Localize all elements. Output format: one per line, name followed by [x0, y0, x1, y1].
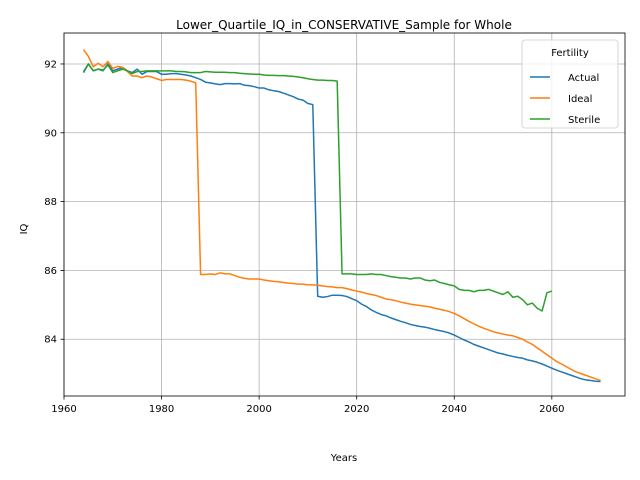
axis-ticks: 1960 1980 2000 2020 2040 2060 84 86 88 90 92 — [44, 59, 564, 415]
x-tick-label: 2060 — [539, 404, 564, 415]
y-tick-label: 86 — [44, 266, 57, 277]
x-axis-title: Years — [330, 453, 357, 464]
chart-title: Lower_Quartile_IQ_in_CONSERVATIVE_Sample… — [176, 18, 512, 32]
legend-label-sterile: Sterile — [568, 115, 600, 126]
series-line-actual — [82, 63, 601, 383]
legend: Fertility Actual Ideal Sterile — [521, 39, 619, 129]
x-tick-label: 2020 — [344, 404, 369, 415]
y-tick-label: 90 — [44, 128, 57, 139]
series-line-ideal — [82, 49, 601, 382]
legend-box — [521, 39, 619, 129]
legend-title: Fertility — [551, 48, 589, 59]
x-tick-label: 1960 — [51, 404, 76, 415]
legend-label-ideal: Ideal — [568, 94, 592, 105]
plot-frame — [63, 32, 626, 397]
y-tick-label: 84 — [44, 335, 57, 346]
y-tick-label: 88 — [44, 197, 57, 208]
legend-label-actual: Actual — [568, 73, 599, 84]
series-line-sterile — [82, 63, 553, 312]
series-layer — [82, 49, 601, 383]
x-tick-label: 2040 — [442, 404, 467, 415]
x-tick-label: 2000 — [246, 404, 271, 415]
y-axis-title: IQ — [19, 223, 30, 234]
y-tick-label: 92 — [44, 59, 57, 70]
x-tick-label: 1980 — [149, 404, 174, 415]
